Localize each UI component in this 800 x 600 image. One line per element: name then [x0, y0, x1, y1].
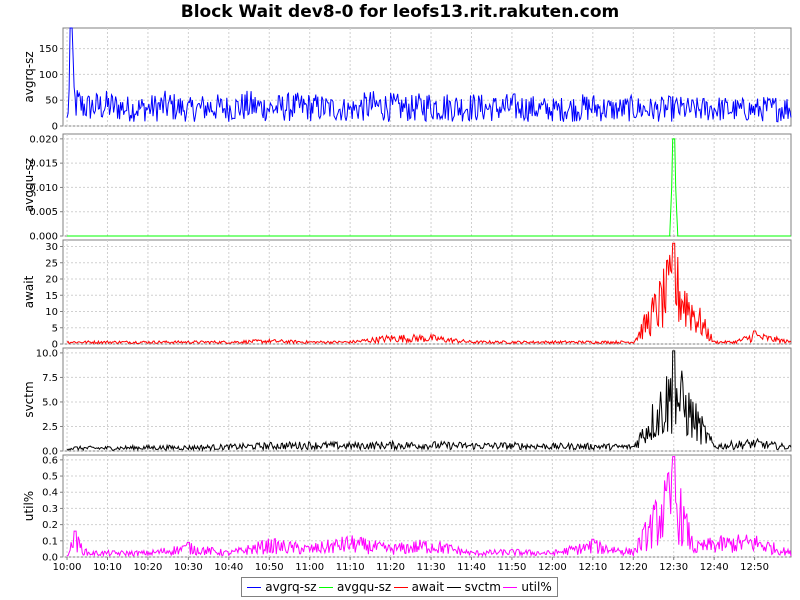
- plot-area-avgrq-sz: [62, 27, 792, 127]
- y-axis-label: avgrq-sz: [22, 51, 36, 102]
- series-line-svctm: [66, 350, 792, 452]
- y-tick-label: 0.3: [42, 504, 58, 515]
- y-tick-label: 0.6: [42, 455, 58, 466]
- legend-label: avgrq-sz: [265, 580, 317, 594]
- y-axis-label: await: [22, 275, 36, 308]
- x-tick-label: 10:40: [214, 562, 243, 573]
- legend: avgrq-sz avgqu-sz await svctm util%: [241, 577, 558, 597]
- y-tick-label: 0.4: [42, 488, 58, 499]
- series-line-await: [66, 242, 792, 345]
- y-tick-label: 150: [39, 44, 58, 55]
- x-tick-label: 12:40: [700, 562, 729, 573]
- y-axis-label: svctm: [22, 381, 36, 417]
- series-line-avgqu-sz: [67, 138, 791, 237]
- x-tick-label: 11:00: [295, 562, 324, 573]
- y-tick-label: 0.015: [29, 159, 58, 170]
- y-tick-label: 0.005: [29, 207, 58, 218]
- x-tick-label: 12:00: [538, 562, 567, 573]
- legend-label: svctm: [464, 580, 501, 594]
- y-tick-label: 2.5: [42, 422, 58, 433]
- plot-area-svctm: [62, 347, 792, 452]
- legend-swatch: [503, 586, 518, 588]
- x-tick-label: 11:30: [417, 562, 446, 573]
- x-tick-label: 12:30: [659, 562, 688, 573]
- x-tick-label: 12:20: [619, 562, 648, 573]
- legend-item-svctm: svctm: [446, 580, 501, 594]
- x-tick-label: 12:10: [578, 562, 607, 573]
- y-tick-label: 0.2: [42, 520, 58, 531]
- plot-area-await: [62, 239, 792, 345]
- y-tick-label: 0.020: [29, 134, 58, 145]
- x-tick-label: 10:30: [174, 562, 203, 573]
- y-tick-label: 0.0: [42, 553, 58, 564]
- y-tick-label: 100: [39, 70, 58, 81]
- y-tick-label: 0.010: [29, 183, 58, 194]
- legend-swatch: [446, 586, 461, 588]
- y-tick-label: 50: [45, 96, 58, 107]
- legend-item-await: await: [393, 580, 445, 594]
- x-tick-label: 10:10: [93, 562, 122, 573]
- series-line-avgrq-sz: [66, 27, 792, 123]
- y-tick-label: 0: [52, 340, 58, 351]
- x-tick-label: 12:50: [740, 562, 769, 573]
- legend-item-util%: util%: [503, 580, 552, 594]
- series-line-util%: [66, 456, 792, 558]
- x-tick-label: 11:10: [336, 562, 365, 573]
- legend-label: avgqu-sz: [336, 580, 392, 594]
- legend-swatch: [318, 586, 333, 588]
- y-tick-label: 15: [45, 291, 58, 302]
- plot-area-util%: [62, 454, 792, 558]
- x-tick-label: 10:20: [134, 562, 163, 573]
- y-tick-label: 30: [45, 242, 58, 253]
- y-axis-label: avgqu-sz: [22, 158, 36, 212]
- legend-item-avgqu-sz: avgqu-sz: [318, 580, 392, 594]
- y-axis-label: util%: [22, 491, 36, 521]
- y-tick-label: 20: [45, 275, 58, 286]
- y-tick-label: 5: [52, 323, 58, 334]
- y-tick-label: 0.1: [42, 536, 58, 547]
- y-tick-label: 0.0: [42, 447, 58, 458]
- legend-swatch: [393, 586, 408, 588]
- y-tick-label: 5.0: [42, 397, 58, 408]
- x-tick-label: 10:00: [53, 562, 82, 573]
- legend-label: util%: [521, 580, 552, 594]
- y-tick-label: 7.5: [42, 373, 58, 384]
- plot-area-avgqu-sz: [62, 133, 792, 237]
- legend-swatch: [247, 586, 262, 588]
- x-tick-label: 11:50: [498, 562, 527, 573]
- x-tick-label: 10:50: [255, 562, 284, 573]
- x-tick-label: 11:40: [457, 562, 486, 573]
- y-tick-label: 10: [45, 307, 58, 318]
- legend-item-avgrq-sz: avgrq-sz: [247, 580, 317, 594]
- chart-title: Block Wait dev8-0 for leofs13.rit.rakute…: [180, 2, 620, 22]
- legend-label: await: [411, 580, 445, 594]
- x-tick-label: 11:20: [376, 562, 405, 573]
- y-tick-label: 0.5: [42, 472, 58, 483]
- y-tick-label: 25: [45, 258, 58, 269]
- y-tick-label: 10.0: [36, 348, 58, 359]
- y-tick-label: 0.000: [29, 232, 58, 243]
- y-tick-label: 0: [52, 122, 58, 133]
